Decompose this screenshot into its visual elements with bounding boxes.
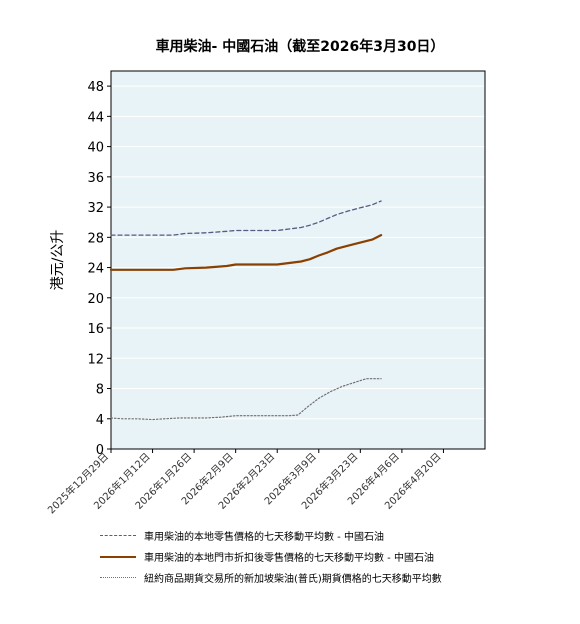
legend-item-discount: 車用柴油的本地門市折扣後零售價格的七天移動平均數 - 中國石油 bbox=[100, 546, 442, 567]
plot-frame bbox=[110, 70, 486, 450]
legend: 車用柴油的本地零售價格的七天移動平均數 - 中國石油 車用柴油的本地門市折扣後零… bbox=[100, 525, 442, 588]
legend-swatch-dashed bbox=[100, 535, 136, 536]
legend-item-futures: 紐約商品期貨交易所的新加坡柴油(普氏)期貨價格的七天移動平均數 bbox=[100, 567, 442, 588]
y-tick-label: 4 bbox=[96, 413, 104, 428]
chart-title: 車用柴油- 中國石油（截至2026年3月30日） bbox=[155, 39, 445, 55]
legend-swatch-solid bbox=[100, 555, 136, 558]
y-tick-label: 28 bbox=[87, 231, 104, 246]
y-tick-label: 44 bbox=[87, 110, 104, 125]
y-axis-label: 港元/公升 bbox=[50, 230, 66, 291]
legend-label-futures: 紐約商品期貨交易所的新加坡柴油(普氏)期貨價格的七天移動平均數 bbox=[144, 574, 442, 585]
y-tick-label: 40 bbox=[87, 141, 104, 156]
series-line-1 bbox=[109, 234, 383, 271]
y-tick-label: 36 bbox=[87, 171, 104, 186]
series-line-0 bbox=[110, 200, 382, 236]
y-tick-label: 8 bbox=[96, 383, 104, 398]
y-tick-label: 48 bbox=[87, 80, 104, 95]
legend-swatch-dotted bbox=[100, 577, 136, 578]
y-tick-label: 24 bbox=[87, 262, 104, 277]
y-tick-label: 0 bbox=[96, 443, 104, 458]
plot-area bbox=[111, 71, 485, 449]
legend-label-discount: 車用柴油的本地門市折扣後零售價格的七天移動平均數 - 中國石油 bbox=[144, 553, 434, 564]
legend-item-retail: 車用柴油的本地零售價格的七天移動平均數 - 中國石油 bbox=[100, 525, 442, 546]
y-tick-label: 12 bbox=[87, 352, 104, 367]
y-tick-label: 16 bbox=[87, 322, 104, 337]
series-line-2 bbox=[110, 378, 382, 421]
y-tick-label: 32 bbox=[87, 201, 104, 216]
legend-label-retail: 車用柴油的本地零售價格的七天移動平均數 - 中國石油 bbox=[144, 532, 384, 543]
y-tick-label: 20 bbox=[87, 292, 104, 307]
